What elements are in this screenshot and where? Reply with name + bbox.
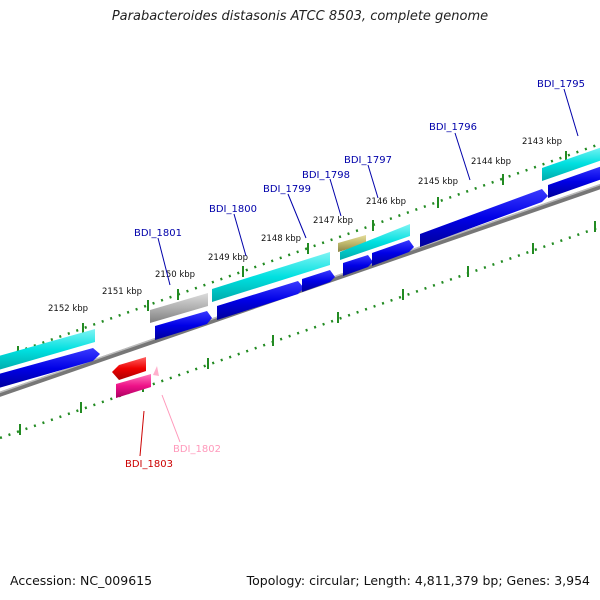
gene-bdi-1802-feature[interactable] xyxy=(153,366,159,376)
cds-arrow[interactable] xyxy=(372,240,414,266)
cds-track-features xyxy=(0,165,600,389)
cds-forward[interactable] xyxy=(0,329,95,371)
cds-arrow[interactable] xyxy=(343,255,373,276)
kbp-label: 2151 kbp xyxy=(102,287,142,297)
kbp-label: 2152 kbp xyxy=(48,304,88,314)
kbp-label: 2148 kbp xyxy=(261,234,301,244)
forward-strand-features xyxy=(0,146,600,371)
kbp-label: 2146 kbp xyxy=(366,197,406,207)
gene-leader-lines xyxy=(139,88,579,457)
gene-label-bdi-1797[interactable]: BDI_1797 xyxy=(344,155,392,166)
cds-arrow[interactable] xyxy=(217,281,304,320)
gene-bdi-1795-feature[interactable] xyxy=(542,146,600,181)
gene-bdi-1797-feature[interactable] xyxy=(340,224,410,260)
gene-bdi-1803-rna-feature[interactable] xyxy=(116,374,151,398)
gene-bdi-1800-feature[interactable] xyxy=(212,252,330,302)
accession-text: Accession: NC_009615 xyxy=(10,573,153,588)
cds-arrow[interactable] xyxy=(0,348,100,389)
gene-label-bdi-1800[interactable]: BDI_1800 xyxy=(209,204,257,215)
gene-label-bdi-1796[interactable]: BDI_1796 xyxy=(429,122,477,133)
gene-label-bdi-1803[interactable]: BDI_1803 xyxy=(125,459,173,470)
genome-title: Parabacteroides distasonis ATCC 8503, co… xyxy=(111,9,489,24)
gene-bdi-1798-feature[interactable] xyxy=(338,235,366,252)
kbp-label: 2144 kbp xyxy=(471,157,511,167)
kbp-label: 2149 kbp xyxy=(208,253,248,263)
gene-label-bdi-1801[interactable]: BDI_1801 xyxy=(134,228,182,239)
gene-bdi-1803-feature[interactable] xyxy=(112,357,146,380)
gene-bdi-1801-feature[interactable] xyxy=(150,293,208,323)
cds-arrow[interactable] xyxy=(302,270,335,292)
gene-label-bdi-1798[interactable]: BDI_1798 xyxy=(302,170,350,181)
kbp-label: 2150 kbp xyxy=(155,270,195,280)
kbp-label: 2145 kbp xyxy=(418,177,458,187)
kbp-label: 2147 kbp xyxy=(313,216,353,226)
gene-label-bdi-1795[interactable]: BDI_1795 xyxy=(537,79,585,90)
genome-stats-text: Topology: circular; Length: 4,811,379 bp… xyxy=(246,573,590,588)
gene-label-bdi-1799[interactable]: BDI_1799 xyxy=(263,184,311,195)
outer-major-ticks xyxy=(17,151,567,357)
outer-tick-track xyxy=(0,142,600,360)
cds-arrow[interactable] xyxy=(420,189,548,247)
gene-label-bdi-1802[interactable]: BDI_1802 xyxy=(173,444,221,455)
cds-arrow[interactable] xyxy=(548,165,600,198)
gene-labels: BDI_1795 BDI_1796 BDI_1797 BDI_1798 BDI_… xyxy=(125,79,585,470)
kbp-label: 2143 kbp xyxy=(522,137,562,147)
cds-arrow[interactable] xyxy=(155,311,212,340)
reverse-strand-features xyxy=(112,357,159,398)
kbp-labels: 2152 kbp 2151 kbp 2150 kbp 2149 kbp 2148… xyxy=(48,137,562,314)
